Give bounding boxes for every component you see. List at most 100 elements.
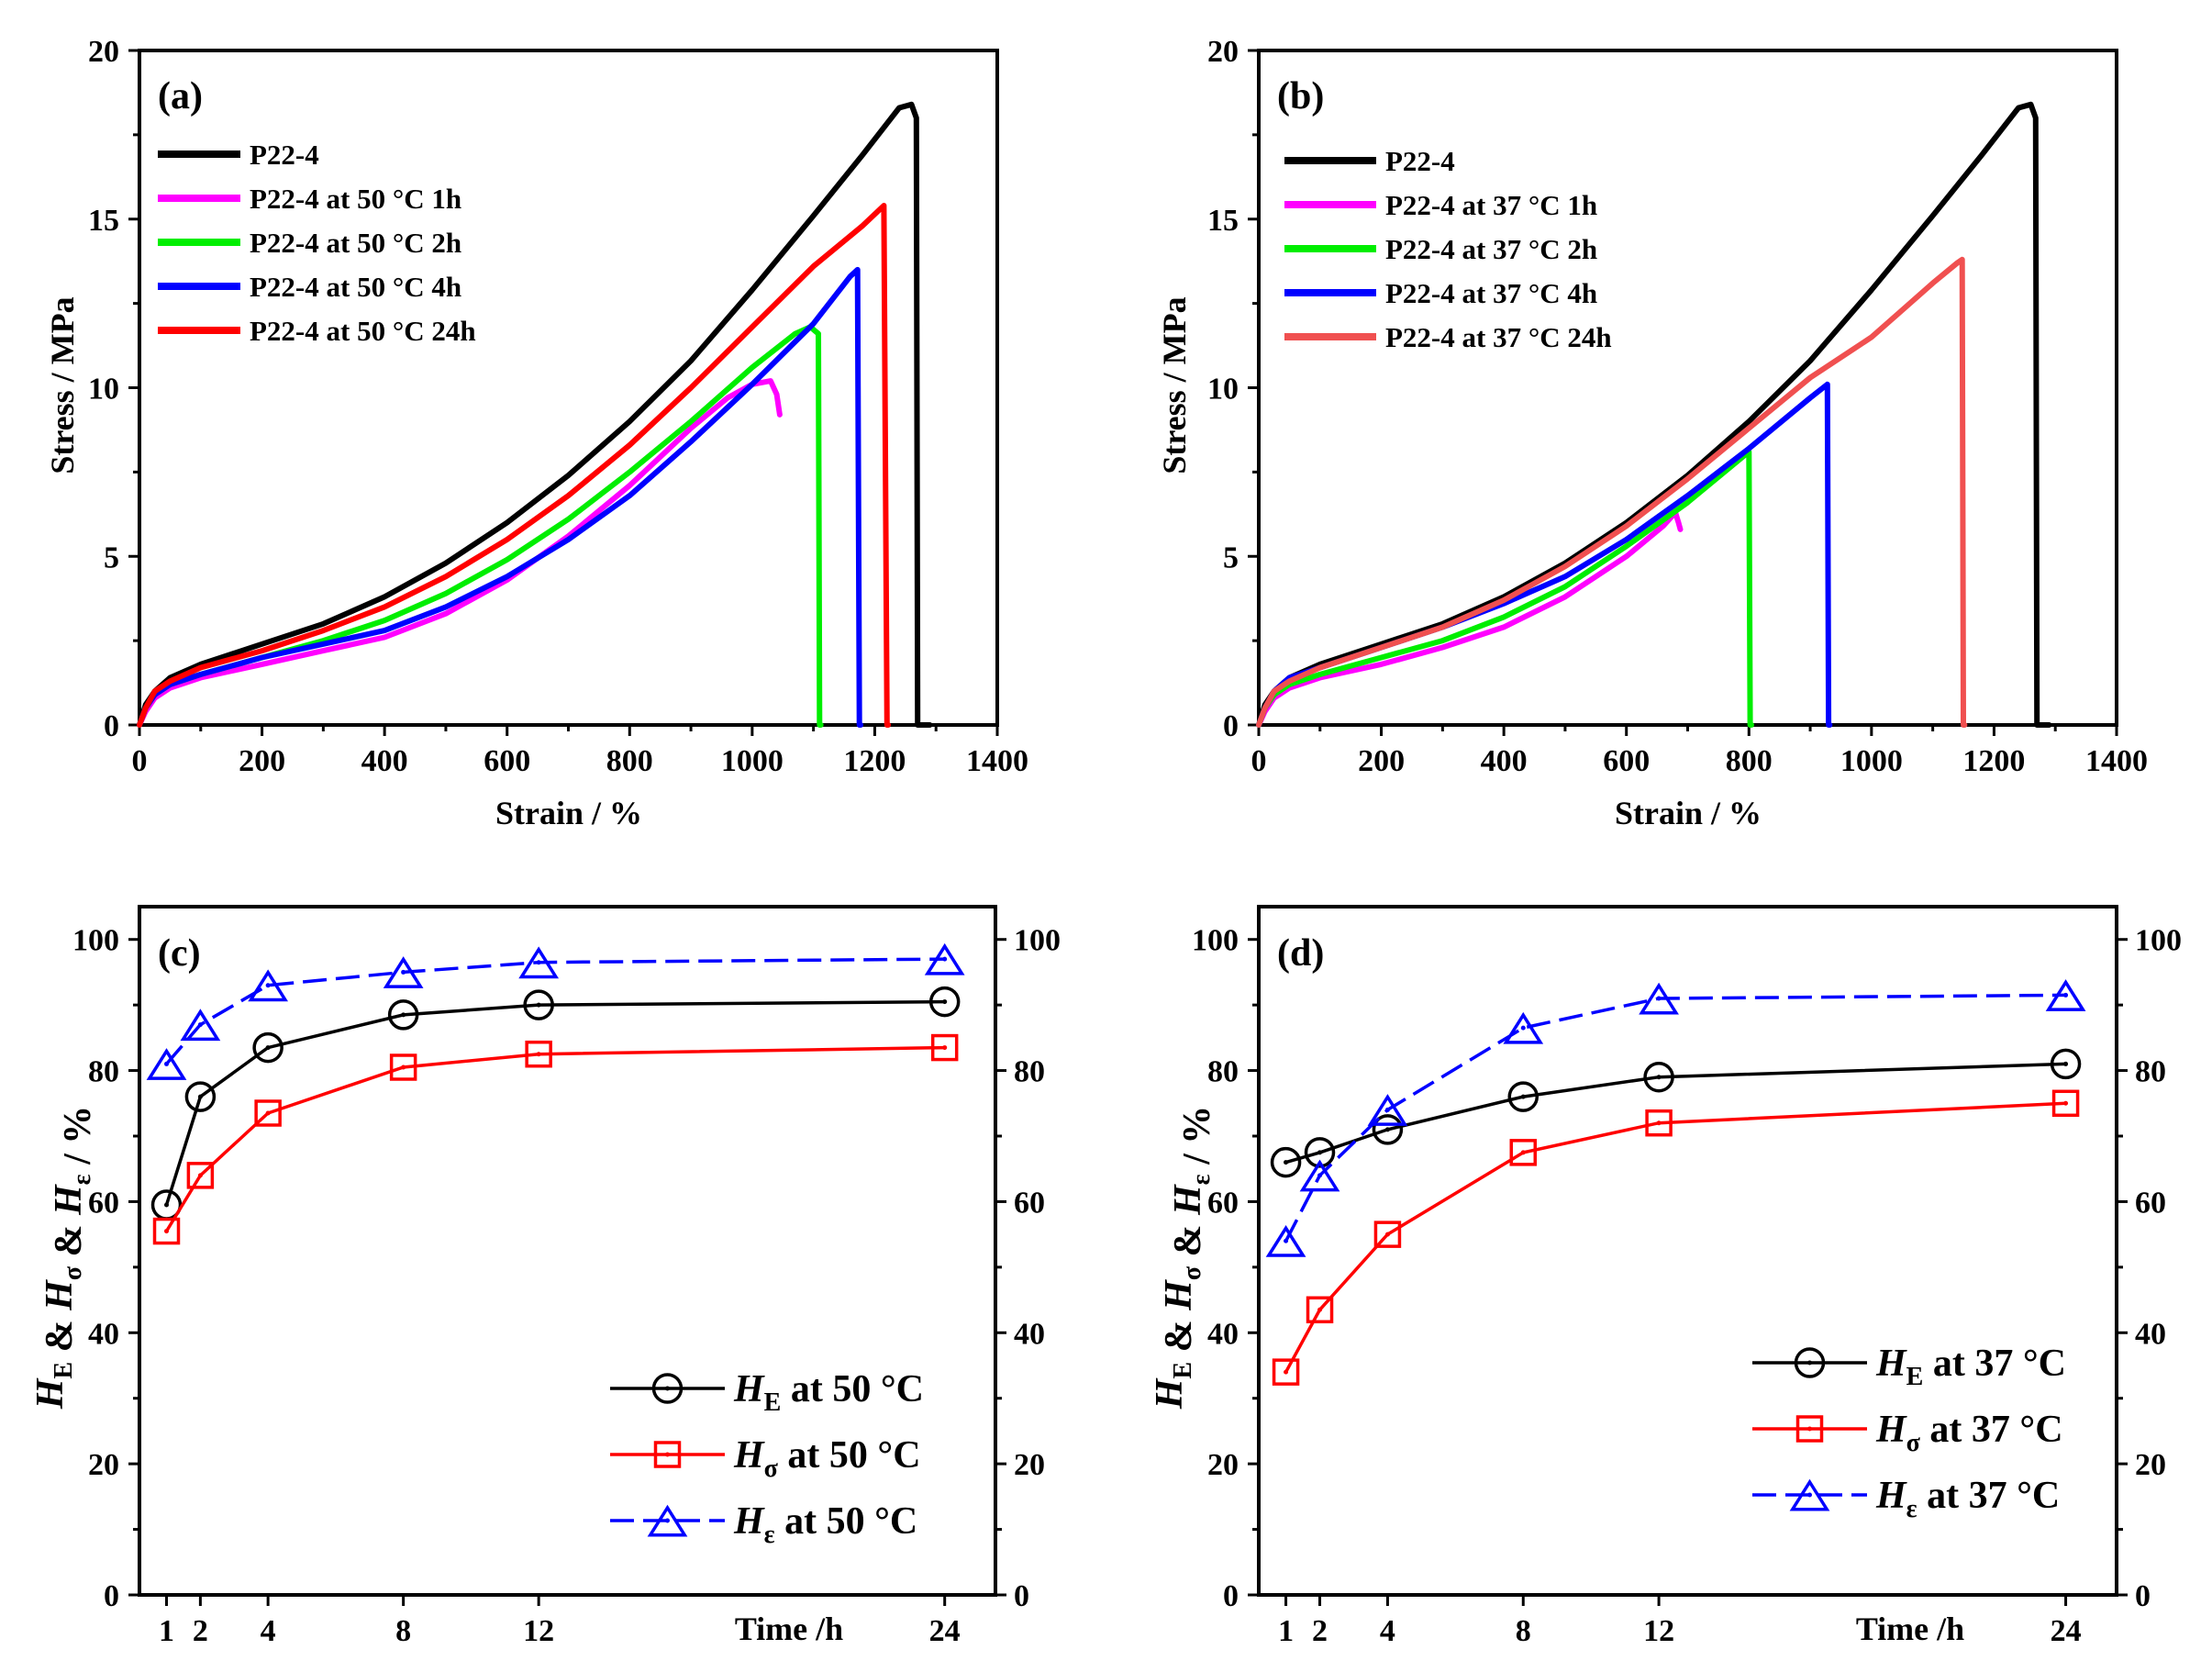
- y-tick-label: 5: [104, 541, 119, 574]
- legend-label: Hε at 50 °C: [733, 1500, 917, 1549]
- legend-label: Hσ at 50 °C: [733, 1434, 921, 1483]
- marker-ring: [1794, 1347, 1826, 1378]
- legend-label: P22-4 at 50 °C 2h: [250, 227, 461, 259]
- series-line-1: [1284, 1101, 2066, 1373]
- y-tick-label-left: 60: [1207, 1186, 1239, 1220]
- y-tick-label-right: 80: [2135, 1055, 2166, 1089]
- y-tick-label-left: 40: [88, 1317, 119, 1351]
- marker-dot: [536, 1052, 541, 1057]
- y-tick-label-right: 100: [1014, 924, 1061, 958]
- marker-dot: [942, 956, 948, 962]
- marker-dot: [1656, 996, 1662, 1001]
- marker-dot: [1317, 1173, 1323, 1178]
- y-tick-label-left: 80: [88, 1055, 119, 1089]
- x-tick-label: 0: [1251, 744, 1267, 778]
- series-line-4: [137, 203, 892, 728]
- marker-dot: [536, 960, 541, 965]
- plot-frame: [138, 905, 997, 1597]
- legend-marker: [651, 1373, 684, 1404]
- x-axis-label: Time /h: [735, 1611, 843, 1647]
- y-tick-label: 20: [1207, 35, 1239, 69]
- legend-label: P22-4 at 37 °C 2h: [1385, 233, 1597, 265]
- y-tick-label: 0: [1223, 709, 1239, 743]
- legend-marker: [1789, 1478, 1830, 1511]
- x-tick-label: 8: [395, 1614, 411, 1648]
- y-tick-label: 20: [88, 35, 119, 69]
- marker-ring: [523, 989, 554, 1020]
- marker-dot: [164, 1202, 170, 1208]
- y-tick-label-left: 100: [1192, 924, 1239, 958]
- y-tick-label: 15: [88, 204, 119, 238]
- marker-triangle: [146, 1048, 187, 1080]
- x-tick-label: 0: [132, 744, 148, 778]
- x-axis-label: Strain / %: [1615, 795, 1762, 831]
- data-point: [924, 942, 965, 975]
- legend-label: P22-4 at 50 °C 1h: [250, 183, 461, 215]
- data-point: [180, 1009, 221, 1042]
- marker-ring: [1270, 1146, 1302, 1178]
- data-point: [186, 1162, 215, 1189]
- series-line-3: [137, 266, 864, 728]
- marker-triangle: [180, 1009, 221, 1042]
- panel-label: (b): [1277, 75, 1324, 117]
- y-tick-label-left: 100: [72, 924, 119, 958]
- x-tick-label: 2: [1312, 1614, 1328, 1648]
- marker-triangle: [924, 942, 965, 975]
- marker-dot: [2063, 1100, 2069, 1106]
- x-tick-label: 2: [193, 1614, 208, 1648]
- marker-dot: [1284, 1160, 1289, 1165]
- data-point: [1272, 1358, 1300, 1386]
- marker-dot: [1284, 1238, 1289, 1243]
- marker-dot: [265, 1045, 271, 1051]
- series-line-1: [165, 1045, 945, 1232]
- data-point: [518, 946, 560, 979]
- series-line-0: [164, 999, 945, 1206]
- y-tick-label-right: 80: [1014, 1055, 1045, 1089]
- x-tick-label: 200: [239, 744, 285, 778]
- marker-box: [1509, 1139, 1538, 1166]
- data-point: [146, 1048, 187, 1080]
- series-line-2: [1256, 449, 1754, 728]
- data-point: [383, 956, 424, 988]
- marker-triangle: [647, 1504, 688, 1537]
- legend-marker: [653, 1441, 682, 1468]
- marker-box: [525, 1040, 552, 1068]
- marker-ring: [1507, 1081, 1540, 1112]
- data-point: [2050, 1048, 2082, 1080]
- series-line-4: [1256, 256, 1968, 728]
- data-point: [1304, 1137, 1336, 1168]
- marker-box: [152, 1217, 181, 1245]
- marker-dot: [1520, 1094, 1526, 1099]
- legend-marker: [1795, 1415, 1824, 1443]
- panel-label: (d): [1277, 932, 1324, 975]
- data-point: [1509, 1139, 1538, 1166]
- marker-dot: [2063, 1061, 2069, 1066]
- legend-label: P22-4 at 37 °C 24h: [1385, 321, 1612, 353]
- marker-box: [930, 1033, 959, 1062]
- x-tick-label: 1400: [966, 744, 1028, 778]
- y-tick-label-right: 100: [2135, 924, 2182, 958]
- data-point: [1367, 1094, 1408, 1126]
- data-point: [1503, 1011, 1544, 1044]
- marker-ring: [252, 1031, 283, 1064]
- data-point: [1299, 1159, 1340, 1192]
- data-point: [152, 1217, 181, 1245]
- marker-dot: [1807, 1492, 1812, 1498]
- x-tick-label: 4: [261, 1614, 276, 1648]
- y-tick-label: 0: [104, 709, 119, 743]
- x-tick-label: 1000: [721, 744, 784, 778]
- y-axis-label: HE & Hσ & Hε / %: [1149, 1106, 1218, 1410]
- marker-dot: [401, 1065, 406, 1070]
- data-point: [1639, 982, 1679, 1015]
- plot-frame: [1257, 905, 2118, 1597]
- x-tick-label: 600: [484, 744, 530, 778]
- marker-dot: [1520, 1025, 1526, 1031]
- legend-marker: [1794, 1347, 1826, 1378]
- marker-triangle: [383, 956, 424, 988]
- marker-box: [254, 1099, 282, 1127]
- data-point: [1373, 1221, 1402, 1248]
- series-line-0: [1256, 101, 2052, 728]
- x-axis-label: Time /h: [1856, 1611, 1964, 1647]
- marker-dot: [665, 1452, 670, 1457]
